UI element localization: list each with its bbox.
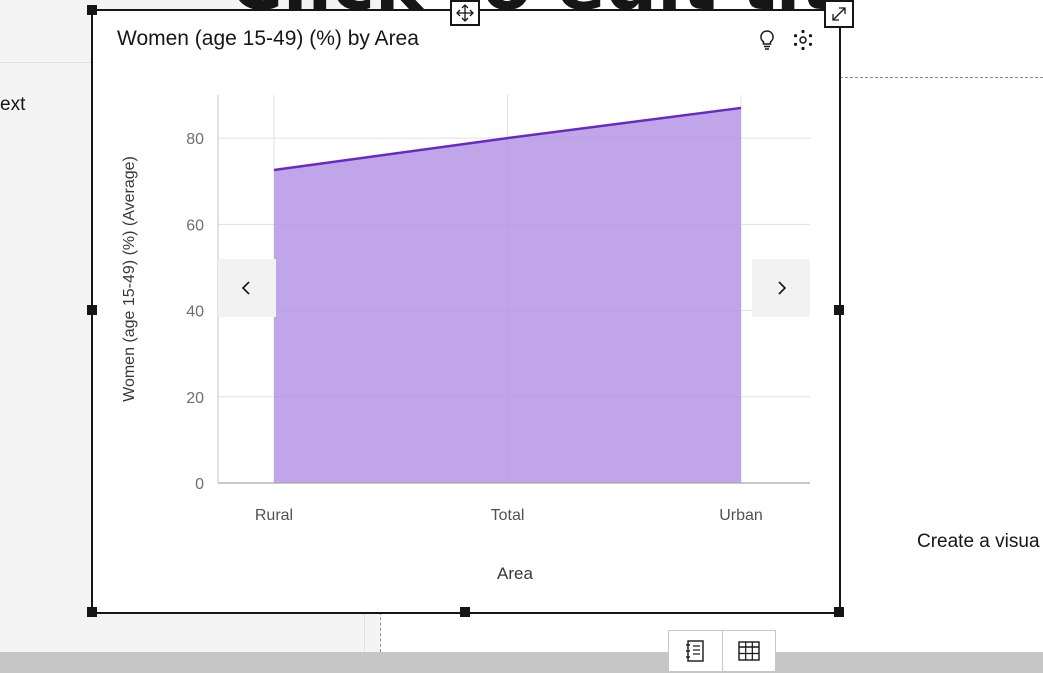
canvas-guide-line — [840, 77, 1043, 78]
resize-handle-top-left[interactable] — [87, 5, 97, 15]
data-table-button[interactable] — [721, 631, 776, 671]
x-tick-label: Total — [491, 507, 525, 524]
resize-handle-middle-left[interactable] — [87, 305, 97, 315]
y-axis-title: Women (age 15-49) (%) (Average) — [121, 156, 138, 402]
bottom-scrollbar-track[interactable] — [0, 652, 1043, 673]
y-tick-label: 40 — [186, 304, 204, 321]
chevron-left-icon — [241, 281, 250, 295]
x-tick-label: Rural — [255, 507, 293, 524]
y-tick-label: 20 — [186, 390, 204, 407]
widget-mini-toolbar — [668, 630, 776, 672]
area-fill — [274, 107, 741, 483]
create-visualization-hint[interactable]: Create a visua — [917, 531, 1040, 552]
resize-handle-bottom-right[interactable] — [834, 607, 844, 617]
y-tick-label: 60 — [186, 217, 204, 234]
settings-dots-icon[interactable] — [790, 27, 816, 53]
resize-handle-middle-right[interactable] — [834, 305, 844, 315]
lightbulb-icon[interactable] — [754, 27, 780, 53]
text-widget-fragment[interactable]: ext — [0, 94, 26, 115]
move-handle[interactable] — [450, 0, 480, 26]
x-axis-title: Area — [497, 564, 533, 583]
chevron-right-icon — [778, 281, 787, 295]
series-line — [273, 106, 742, 172]
notes-icon — [686, 640, 704, 662]
move-arrows-icon — [456, 4, 474, 22]
resize-handle-bottom-left[interactable] — [87, 607, 97, 617]
table-grid-icon — [738, 641, 760, 661]
x-tick-label: Urban — [719, 507, 763, 524]
widget-title: Women (age 15-49) (%) by Area — [117, 27, 419, 50]
notes-button[interactable] — [669, 631, 722, 671]
expand-button[interactable] — [824, 0, 854, 28]
previous-page-button[interactable] — [218, 259, 276, 317]
next-page-button[interactable] — [752, 259, 810, 317]
panel-divider — [0, 62, 92, 63]
expand-diagonal-icon — [832, 7, 846, 21]
canvas-guide-line-vertical — [380, 612, 381, 652]
resize-handle-bottom-middle[interactable] — [460, 607, 470, 617]
panel-divider-vertical — [364, 612, 365, 652]
y-tick-label: 80 — [186, 131, 204, 148]
y-tick-label: 0 — [195, 476, 204, 493]
chart-widget[interactable]: Women (age 15-49) (%) by Area 0 20 40 60 80 R… — [91, 9, 841, 614]
